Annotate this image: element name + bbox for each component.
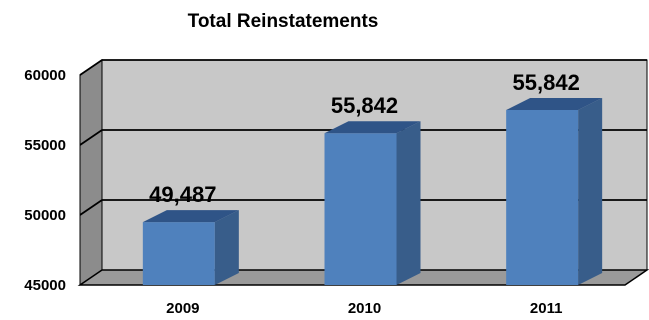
- bar-2009: [142, 210, 239, 285]
- gridline: [79, 129, 647, 146]
- bar-front: [324, 133, 397, 285]
- bars: [142, 98, 603, 285]
- x-tick-label: 2011: [530, 300, 563, 317]
- chart-title: Total Reinstatements: [188, 11, 379, 32]
- bar-2011: [506, 98, 603, 285]
- bar-side: [578, 98, 603, 285]
- bar-side: [396, 121, 421, 285]
- y-tick-label: 50000: [24, 207, 66, 224]
- y-axis: 45000 50000 55000 60000: [24, 67, 66, 294]
- bar-front: [142, 222, 215, 285]
- y-tick-label: 60000: [24, 67, 66, 84]
- bar-top: [142, 210, 239, 223]
- bar-front: [506, 110, 579, 285]
- x-axis: 2009 2010 2011: [166, 300, 562, 317]
- data-label: 49,487: [149, 182, 216, 207]
- bar-top: [324, 121, 421, 134]
- x-tick-label: 2009: [166, 300, 199, 317]
- x-tick-label: 2010: [348, 300, 381, 317]
- gridline: [79, 199, 647, 216]
- y-tick-label: 45000: [24, 277, 66, 294]
- gridline: [79, 59, 647, 76]
- bar-top: [506, 98, 603, 110]
- bar-2010: [324, 121, 421, 285]
- chart-side-wall: [79, 59, 103, 286]
- data-label: 55,842: [513, 70, 580, 95]
- data-labels: 49,487 55,842 55,842: [149, 70, 580, 207]
- data-label: 55,842: [331, 93, 398, 118]
- y-tick-label: 55000: [24, 137, 66, 154]
- gridlines: [79, 59, 647, 216]
- bar-side: [214, 210, 239, 285]
